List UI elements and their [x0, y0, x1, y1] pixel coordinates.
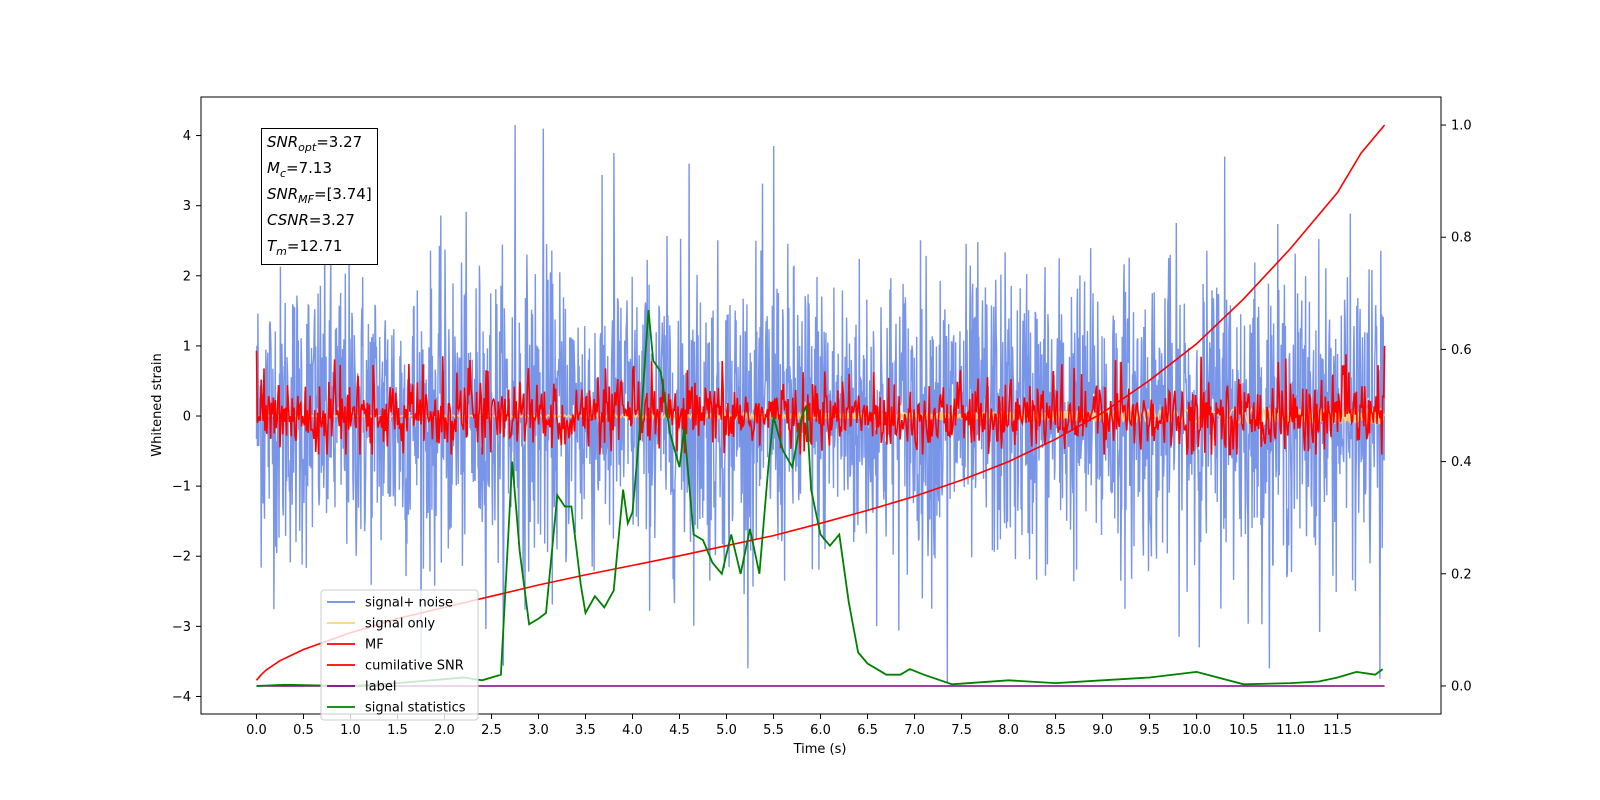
- x-tick-label: 7.0: [904, 723, 925, 738]
- x-tick-label: 1.5: [387, 723, 408, 738]
- legend-label: cumilative SNR: [365, 659, 464, 674]
- x-tick-label: 8.0: [998, 723, 1019, 738]
- y2-tick-label: 0.4: [1451, 455, 1472, 470]
- annotation-line: CSNR=3.27: [267, 211, 355, 229]
- y-tick-label: −2: [172, 550, 191, 565]
- y-tick-label: 4: [183, 129, 191, 144]
- series-mf: [255, 345, 1386, 456]
- legend: signal+ noise signal only MF cumilative SNR…: [320, 589, 479, 721]
- x-tick-label: 5.5: [763, 723, 784, 738]
- y2-tick-label: 0.8: [1451, 231, 1472, 246]
- x-tick-label: 6.0: [810, 723, 831, 738]
- x-tick-label: 9.5: [1139, 723, 1160, 738]
- y-axis-left: 4 3 2 1 0 −1 −2 −3 −4: [172, 129, 201, 705]
- y-axis-label: Whitened strain: [150, 353, 165, 456]
- x-tick-label: 2.0: [434, 723, 455, 738]
- annotation-line: Tm=12.71: [267, 237, 343, 258]
- x-tick-label: 2.5: [481, 723, 502, 738]
- x-tick-label: 4.5: [669, 723, 690, 738]
- x-tick-label: 11.5: [1323, 723, 1352, 738]
- y2-tick-label: 0.2: [1451, 567, 1472, 582]
- x-tick-label: 1.0: [340, 723, 361, 738]
- x-tick-label: 6.5: [857, 723, 878, 738]
- y-tick-label: 1: [183, 339, 191, 354]
- x-tick-label: 3.0: [528, 723, 549, 738]
- legend-label: signal+ noise: [365, 596, 453, 611]
- y-tick-label: −1: [172, 480, 191, 495]
- snr-annotation-box: SNRopt=3.27 Mc=7.13 SNRMF=[3.74] CSNR=3.…: [261, 128, 378, 265]
- x-axis-label: Time (s): [793, 742, 847, 757]
- legend-label: signal statistics: [365, 701, 466, 716]
- y-tick-label: 2: [183, 269, 191, 284]
- legend-label: MF: [365, 638, 384, 653]
- x-tick-label: 4.0: [622, 723, 643, 738]
- x-tick-label: 7.5: [951, 723, 972, 738]
- x-tick-label: 5.0: [716, 723, 737, 738]
- y-tick-label: −4: [172, 690, 191, 705]
- y-tick-label: 0: [183, 410, 191, 425]
- series-signal-noise: [255, 124, 1386, 683]
- y2-tick-label: 1.0: [1451, 119, 1472, 134]
- x-tick-label: 10.0: [1182, 723, 1211, 738]
- x-tick-label: 3.5: [575, 723, 596, 738]
- y-tick-label: 3: [183, 199, 191, 214]
- y2-tick-label: 0.0: [1451, 679, 1472, 694]
- x-tick-label: 8.5: [1045, 723, 1066, 738]
- legend-label: label: [365, 680, 396, 695]
- x-tick-label: 11.0: [1276, 723, 1305, 738]
- legend-label: signal only: [365, 617, 435, 632]
- annotation-line: SNRopt=3.27: [267, 133, 363, 154]
- y-tick-label: −3: [172, 620, 191, 635]
- x-tick-label: 0.0: [246, 723, 267, 738]
- x-tick-label: 9.0: [1092, 723, 1113, 738]
- annotation-line: Mc=7.13: [267, 159, 332, 180]
- legend-box: [320, 589, 479, 721]
- x-tick-label: 10.5: [1229, 723, 1258, 738]
- annotation-line: SNRMF=[3.74]: [267, 185, 372, 206]
- y-axis-right: 1.0 0.8 0.6 0.4 0.2 0.0: [1441, 119, 1472, 694]
- series-signal-statistics: [256, 310, 1384, 687]
- x-axis: 0.0 0.5 1.0 1.5 2.0 2.5 3.0 3.5 4.0 4.5 5.0 5.5 6.0 6…: [246, 714, 1352, 738]
- y2-tick-label: 0.6: [1451, 343, 1472, 358]
- x-tick-label: 0.5: [293, 723, 314, 738]
